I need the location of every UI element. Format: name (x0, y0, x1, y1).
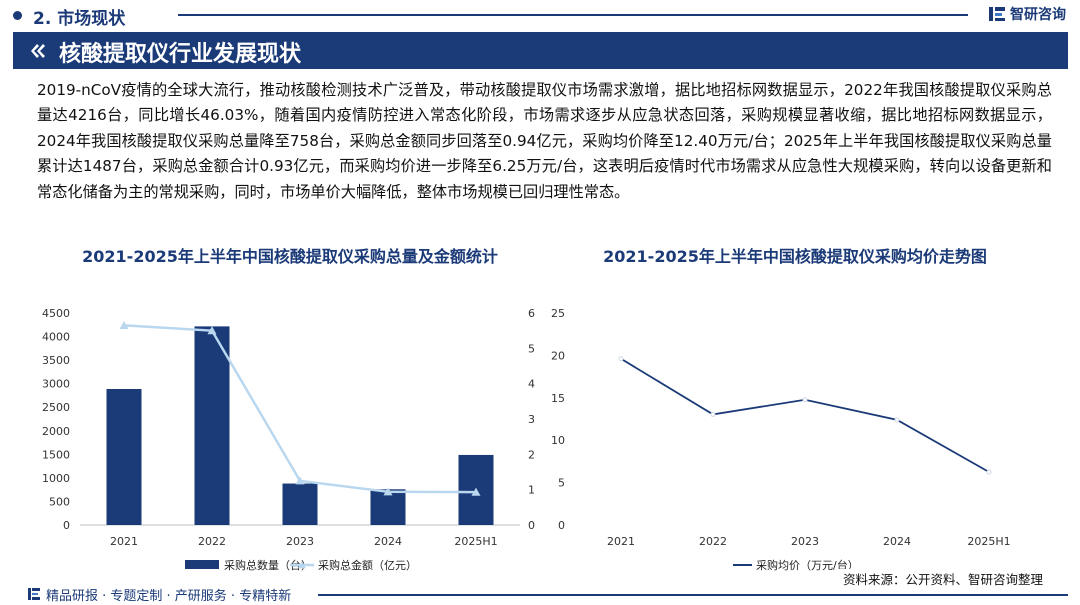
right-chart-y-tick: 10 (551, 434, 565, 447)
left-chart-amount-marker (383, 487, 393, 496)
right-chart-y-tick: 15 (551, 392, 565, 405)
section-label: 2. 市场现状 (33, 9, 126, 29)
right-chart-price-point (802, 397, 808, 403)
left-chart-amount-marker (471, 487, 481, 496)
double-diamond-icon (31, 44, 45, 58)
right-chart-x-tick: 2023 (791, 535, 819, 548)
right-chart-y-tick: 20 (551, 349, 565, 362)
right-chart-title: 2021-2025年上半年中国核酸提取仪采购均价走势图 (603, 247, 987, 266)
left-chart-y-tick: 500 (49, 495, 70, 508)
left-chart-y-tick: 2500 (42, 401, 70, 414)
left-chart-amount-marker (207, 326, 217, 335)
left-chart-bar (106, 388, 142, 525)
brand-mark-icon (989, 7, 1005, 21)
left-chart-y2-tick: 3 (528, 413, 535, 426)
left-chart-x-tick: 2025H1 (454, 535, 497, 548)
right-chart-x-tick: 2021 (607, 535, 635, 548)
left-chart-x-tick: 2021 (110, 535, 138, 548)
title-banner: 核酸提取仪行业发展现状 (13, 32, 1068, 69)
left-legend-bar-swatch (185, 560, 219, 569)
left-chart-amount-marker (295, 476, 305, 485)
brand-mark-small-icon (28, 588, 40, 600)
footer-tagline: 精品研报 · 专题定制 · 产研服务 · 专精特新 (46, 589, 292, 604)
header-divider (178, 14, 968, 16)
left-chart-x-tick: 2022 (198, 535, 226, 548)
left-chart-title: 2021-2025年上半年中国核酸提取仪采购总量及金额统计 (82, 247, 498, 266)
bottom-footer-bar: 精品研报 · 专题定制 · 产研服务 · 专精特新 (0, 582, 1080, 605)
left-chart-x-tick: 2023 (286, 535, 314, 548)
left-chart-bar (194, 326, 230, 525)
left-chart-y2-tick: 6 (528, 307, 535, 320)
left-chart-amount-line (123, 324, 477, 494)
left-chart-y2-tick: 2 (528, 448, 535, 461)
right-chart-price-point (894, 417, 900, 423)
page-title: 核酸提取仪行业发展现状 (59, 42, 302, 67)
left-legend-bar-label: 采购总数量（台） (224, 558, 312, 572)
brand-logo: 智研咨询 (988, 4, 1066, 24)
top-header-bar: 2. 市场现状 智研咨询 (0, 0, 1080, 30)
left-chart-y2-tick: 5 (528, 342, 535, 355)
left-chart-y-tick: 1500 (42, 448, 70, 461)
right-chart-x-tick: 2025H1 (967, 535, 1010, 548)
left-chart-amount-marker (119, 320, 129, 329)
left-legend-line-label: 采购总金额（亿元） (318, 558, 417, 572)
left-chart-y-tick: 3500 (42, 354, 70, 367)
left-chart-y2-tick: 1 (528, 484, 535, 497)
right-chart-x-tick: 2024 (883, 535, 911, 548)
left-chart-y-tick: 3000 (42, 378, 70, 391)
right-chart-price-point (710, 411, 716, 417)
right-chart-x-tick: 2022 (699, 535, 727, 548)
left-chart-y2-tick: 0 (528, 519, 535, 532)
source-note: 资料来源：公开资料、智研咨询整理 (836, 569, 1043, 588)
left-chart-y-tick: 0 (63, 519, 70, 532)
left-chart-x-tick: 2024 (374, 535, 402, 548)
right-legend-label: 采购均价（万元/台） (756, 558, 859, 572)
left-legend-line-marker (298, 561, 306, 569)
left-chart-y-tick: 2000 (42, 425, 70, 438)
body-paragraph: 2019-nCoV疫情的全球大流行，推动核酸检测技术广泛普及，带动核酸提取仪市场… (37, 81, 1052, 201)
section-bullet-icon (13, 11, 22, 20)
right-chart-y-tick: 0 (558, 519, 565, 532)
left-chart-y2-tick: 4 (528, 378, 535, 391)
left-chart-y-tick: 4500 (42, 307, 70, 320)
brand-name: 智研咨询 (1010, 7, 1066, 23)
right-chart-y-tick: 5 (558, 477, 565, 490)
right-chart-price-line (620, 358, 990, 473)
footer-divider (318, 594, 1068, 596)
right-chart-y-tick: 25 (551, 307, 565, 320)
left-chart-bar (282, 483, 318, 525)
left-chart-y-tick: 4000 (42, 331, 70, 344)
right-chart-price-point (618, 356, 624, 362)
right-chart-price-point (986, 469, 992, 475)
left-chart-y-tick: 1000 (42, 472, 70, 485)
